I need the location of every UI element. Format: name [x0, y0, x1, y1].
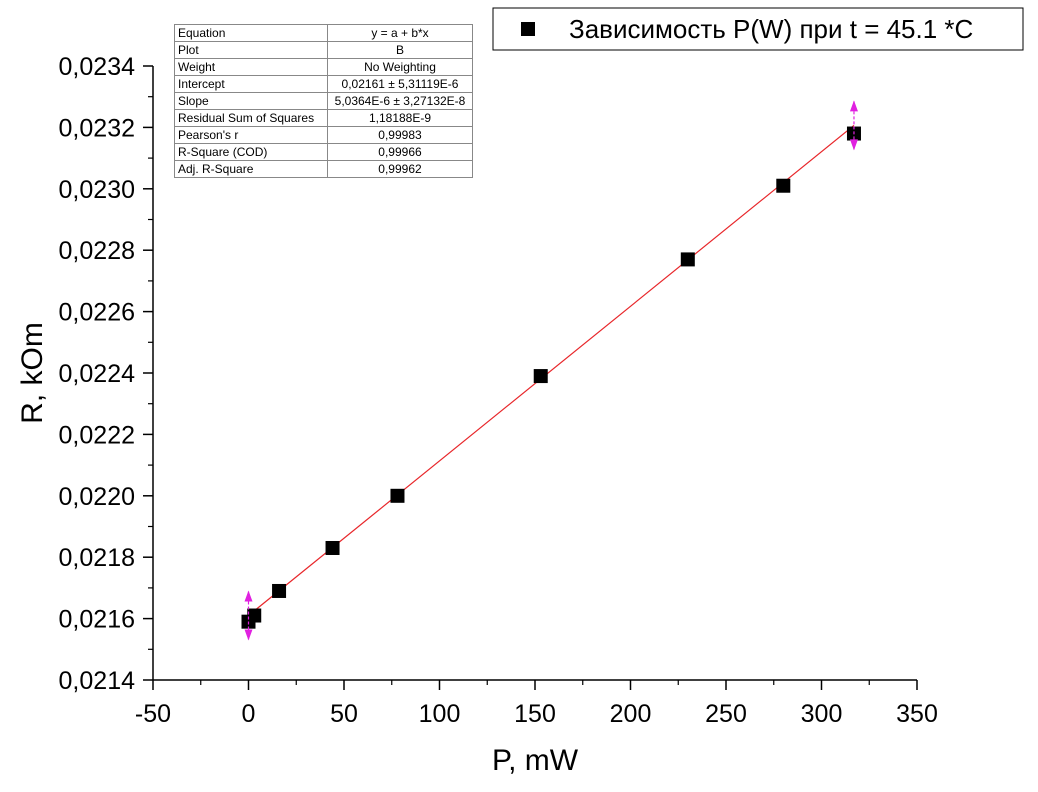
- stats-value: 0,02161 ± 5,31119E-6: [327, 75, 473, 93]
- axes: -50 0 50 100 150 200 250 300 350 0,0214 0,0216 0,02…: [59, 53, 938, 728]
- x-tick-label: 100: [419, 700, 461, 728]
- stats-row: Weight No Weighting: [174, 58, 473, 76]
- legend: Зависимость P(W) при t = 45.1 *C: [492, 7, 1024, 51]
- stats-key: Equation: [174, 24, 328, 42]
- data-point: [325, 540, 340, 555]
- stats-value: 0,99966: [327, 143, 473, 161]
- stats-row: Adj. R-Square 0,99962: [174, 160, 473, 178]
- x-tick-label: 350: [896, 700, 938, 728]
- y-tick-label: 0,0218: [59, 544, 135, 572]
- data-point: [390, 488, 405, 503]
- stats-row: Slope 5,0364E-6 ± 3,27132E-8: [174, 92, 473, 110]
- stats-key: Intercept: [174, 75, 328, 93]
- legend-label: Зависимость P(W) при t = 45.1 *C: [569, 14, 973, 44]
- y-tick-label: 0,0234: [59, 53, 136, 81]
- stats-row: Residual Sum of Squares 1,18188E-9: [174, 109, 473, 127]
- y-axis-title: R, kOm: [16, 322, 49, 424]
- y-tick-label: 0,0222: [59, 421, 135, 449]
- legend-marker: [521, 22, 535, 36]
- y-tick-label: 0,0232: [59, 114, 135, 142]
- stats-row: Equation y = a + b*x: [174, 24, 473, 42]
- x-tick-label: 50: [330, 700, 358, 728]
- data-points: [241, 126, 861, 629]
- y-tick-label: 0,0226: [59, 299, 135, 327]
- y-tick-label: 0,0214: [59, 667, 136, 695]
- y-tick-label: 0,0220: [59, 483, 135, 511]
- stats-row: Pearson's r 0,99983: [174, 126, 473, 144]
- stats-key: Weight: [174, 58, 328, 76]
- stats-value: 0,99983: [327, 126, 473, 144]
- error-arrow-down: [244, 629, 253, 641]
- legend-box: [492, 7, 1024, 51]
- data-point: [247, 608, 262, 623]
- x-tick-label: 150: [514, 700, 556, 728]
- data-point: [533, 369, 548, 384]
- stats-value: No Weighting: [327, 58, 473, 76]
- x-axis-title: P, mW: [492, 744, 579, 777]
- fit-line: [248, 124, 855, 616]
- y-tick-label: 0,0230: [59, 176, 135, 204]
- stats-key: Adj. R-Square: [174, 160, 328, 178]
- fit-line-group: [248, 124, 855, 616]
- x-tick-label: 250: [705, 700, 747, 728]
- stats-key: Plot: [174, 41, 328, 59]
- error-arrow-down: [849, 139, 858, 151]
- stats-key: Pearson's r: [174, 126, 328, 144]
- stats-key: Residual Sum of Squares: [174, 109, 328, 127]
- stats-key: Slope: [174, 92, 328, 110]
- error-arrow-up: [849, 100, 858, 112]
- y-tick-label: 0,0216: [59, 606, 135, 634]
- y-tick-label: 0,0224: [59, 360, 136, 388]
- x-tick-label: 0: [242, 700, 256, 728]
- error-arrow-up: [244, 590, 253, 602]
- data-point: [272, 583, 287, 598]
- stats-value: y = a + b*x: [327, 24, 473, 42]
- x-tick-label: 300: [801, 700, 843, 728]
- stats-row: Intercept 0,02161 ± 5,31119E-6: [174, 75, 473, 93]
- x-tick-label: 200: [610, 700, 652, 728]
- stats-row: R-Square (COD) 0,99966: [174, 143, 473, 161]
- stats-value: 1,18188E-9: [327, 109, 473, 127]
- data-point: [680, 252, 695, 267]
- stats-value: 5,0364E-6 ± 3,27132E-8: [327, 92, 473, 110]
- stats-value: B: [327, 41, 473, 59]
- data-point: [776, 178, 791, 193]
- fit-statistics-table: Equation y = a + b*x Plot B Weight No Weighti…: [174, 24, 473, 178]
- stats-value: 0,99962: [327, 160, 473, 178]
- stats-key: R-Square (COD): [174, 143, 328, 161]
- x-tick-label: -50: [135, 700, 171, 728]
- stats-row: Plot B: [174, 41, 473, 59]
- error-markers: [244, 100, 858, 641]
- y-tick-label: 0,0228: [59, 237, 135, 265]
